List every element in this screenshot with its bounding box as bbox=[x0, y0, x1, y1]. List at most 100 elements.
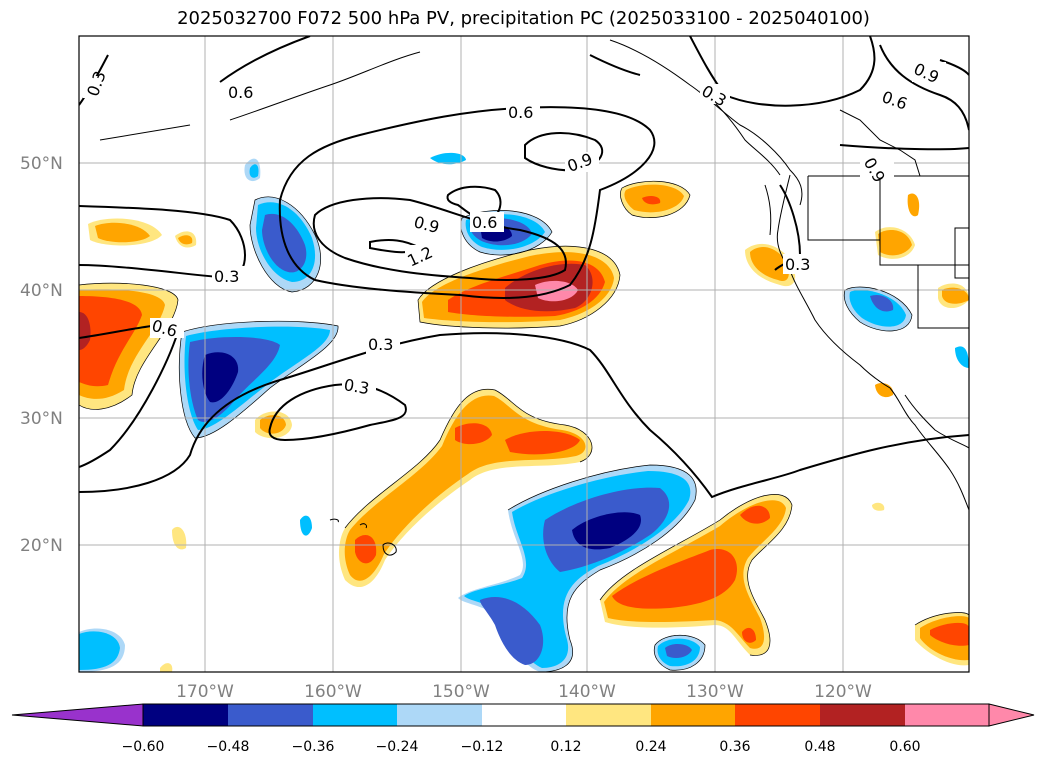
colorbar-tick-label: 0.60 bbox=[889, 739, 920, 755]
precip-anomaly-blob bbox=[740, 505, 770, 524]
colorbar-swatch bbox=[820, 704, 905, 726]
precip-anomaly-blob bbox=[742, 627, 756, 643]
precip-anomaly-outline bbox=[914, 612, 969, 626]
precip-anomaly-blob bbox=[300, 515, 312, 536]
lat-label-20n: 20°N bbox=[20, 536, 63, 556]
coastline-vancouver-island bbox=[764, 184, 772, 236]
coastline-aleutians bbox=[229, 51, 421, 121]
precip-anomaly-outline bbox=[843, 286, 913, 332]
colorbar-swatch bbox=[143, 704, 228, 726]
lon-label-170w: 170°W bbox=[176, 682, 234, 702]
colorbar-tick-label: 0.24 bbox=[635, 739, 666, 755]
precip-anomaly-blob bbox=[665, 644, 692, 658]
contour-label-bg bbox=[880, 90, 914, 110]
pv-contour bbox=[879, 44, 969, 131]
pv-contour-label: 0.3 bbox=[214, 267, 239, 286]
zero-outline-layer bbox=[79, 180, 969, 672]
coastline-alaska bbox=[609, 39, 803, 206]
contour-label-bg bbox=[83, 76, 109, 98]
precip-anomaly-blob bbox=[572, 512, 641, 550]
precip-anomaly-outline bbox=[178, 320, 339, 439]
pv-contour bbox=[79, 205, 246, 280]
coastline-aleutians bbox=[99, 124, 191, 141]
contour-label-bg bbox=[470, 212, 504, 232]
precip-fill-layer bbox=[79, 152, 969, 672]
precip-anomaly-blob bbox=[875, 383, 894, 398]
colorbar-extend-high bbox=[988, 703, 1035, 727]
precip-anomaly-outline bbox=[599, 494, 793, 656]
lon-label-120w: 120°W bbox=[814, 682, 872, 702]
colorbar-tick-label: 0.48 bbox=[804, 739, 835, 755]
colorbar-swatch bbox=[905, 704, 989, 726]
precip-anomaly-outline bbox=[417, 245, 621, 329]
precip-anomaly-outline bbox=[344, 388, 593, 529]
colorbar-frame bbox=[142, 703, 990, 727]
precip-anomaly-blob bbox=[878, 229, 912, 256]
precip-anomaly-blob bbox=[942, 287, 969, 304]
colorbar-swatch bbox=[566, 704, 651, 726]
border-us-state bbox=[917, 265, 969, 329]
contour-label-bg bbox=[860, 160, 894, 180]
precip-anomaly-outline bbox=[507, 464, 697, 672]
border-us-state bbox=[839, 109, 921, 177]
contour-label-bg bbox=[366, 334, 400, 354]
lon-label-160w: 160°W bbox=[304, 682, 362, 702]
pv-contour bbox=[312, 197, 567, 281]
pv-contour bbox=[839, 144, 969, 151]
pv-contour bbox=[79, 332, 969, 499]
lat-label-50n: 50°N bbox=[20, 154, 63, 174]
precip-anomaly-blob bbox=[480, 597, 544, 665]
contour-label-bg bbox=[412, 214, 446, 234]
pv-contour-label: 0.6 bbox=[508, 103, 533, 122]
colorbar-extend-low bbox=[11, 703, 144, 727]
colorbar-tick-label: −0.12 bbox=[461, 739, 504, 755]
precip-anomaly-blob bbox=[202, 352, 239, 403]
precip-anomaly-blob bbox=[172, 526, 187, 550]
colorbar-tick-label: −0.60 bbox=[122, 739, 165, 755]
contour-label-bg bbox=[342, 376, 376, 396]
pv-contour bbox=[268, 383, 407, 442]
lon-label-130w: 130°W bbox=[686, 682, 744, 702]
pv-contour bbox=[524, 132, 604, 172]
precip-anomaly-blob bbox=[870, 294, 894, 312]
coastline-hawaii bbox=[329, 518, 339, 523]
pv-contour bbox=[589, 54, 641, 76]
contour-label-bg bbox=[212, 266, 246, 286]
precip-anomaly-blob bbox=[355, 535, 377, 564]
precip-anomaly-blob bbox=[160, 663, 173, 672]
border-us-state bbox=[879, 176, 969, 266]
contour-label-bg bbox=[506, 102, 540, 122]
pv-contours bbox=[79, 36, 969, 499]
colorbar-tick-label: 0.36 bbox=[719, 739, 750, 755]
colorbar-swatch bbox=[228, 704, 313, 726]
pv-contour-label: 0.6 bbox=[472, 213, 497, 232]
contour-label-bg bbox=[226, 82, 258, 102]
map-title: 2025032700 F072 500 hPa PV, precipitatio… bbox=[177, 8, 870, 29]
coastline-hawaii bbox=[359, 523, 367, 529]
precip-anomaly-outline bbox=[249, 196, 322, 293]
coastline-west-us bbox=[776, 174, 891, 389]
pv-contour-label: 0.3 bbox=[368, 335, 393, 354]
precip-anomaly-outline bbox=[620, 180, 691, 218]
pv-contour bbox=[79, 323, 182, 468]
precip-anomaly-blob bbox=[95, 222, 150, 243]
lon-label-140w: 140°W bbox=[558, 682, 616, 702]
coastline-hawaii bbox=[382, 542, 397, 556]
precip-anomaly-blob bbox=[955, 346, 969, 368]
precip-anomaly-blob bbox=[612, 549, 738, 609]
border-us-state bbox=[807, 176, 880, 241]
colorbar-tick-label: −0.24 bbox=[376, 739, 419, 755]
lat-label-30n: 30°N bbox=[20, 409, 63, 429]
colorbar: −0.60 −0.48 −0.36 −0.24 −0.12 0.12 0.24 … bbox=[11, 703, 1035, 755]
pv-contour-label: 0.6 bbox=[228, 83, 253, 102]
contour-label-bg bbox=[150, 318, 184, 338]
pv-contour bbox=[219, 36, 311, 83]
contour-label-bg bbox=[405, 245, 439, 267]
colorbar-swatch bbox=[313, 704, 397, 726]
precip-anomaly-blob bbox=[642, 195, 661, 205]
contour-label-bg bbox=[783, 254, 817, 274]
colorbar-tick-label: −0.48 bbox=[207, 739, 250, 755]
contour-label-bg bbox=[565, 152, 599, 172]
colorbar-swatch bbox=[651, 704, 735, 726]
